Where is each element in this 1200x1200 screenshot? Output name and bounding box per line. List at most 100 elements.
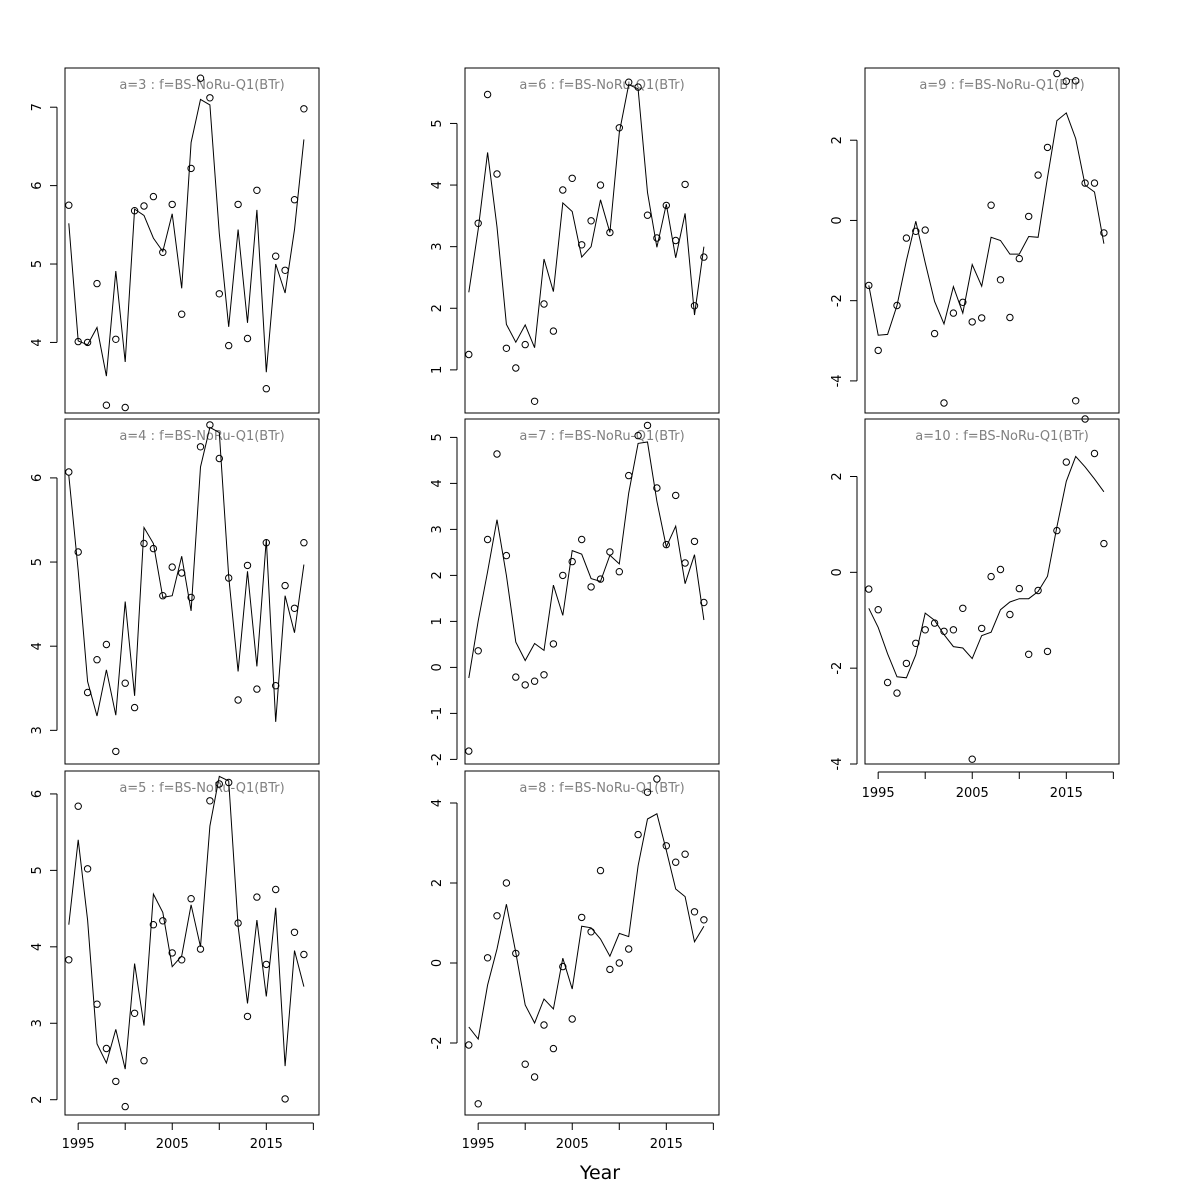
observed-point [93, 656, 101, 664]
y-tick-label: 7 [30, 103, 45, 111]
observed-point [690, 908, 699, 916]
observed-point [549, 640, 558, 648]
observed-point [102, 1044, 111, 1053]
observed-point [672, 491, 680, 500]
fitted-line [468, 441, 705, 679]
observed-point [243, 561, 252, 570]
observed-point [187, 164, 195, 173]
observed-point [1006, 610, 1014, 619]
y-tick-label: 0 [430, 663, 445, 671]
y-tick-label: 4 [30, 338, 45, 346]
observed-point [493, 912, 501, 920]
y-tick-label: 3 [430, 525, 445, 533]
panel-title: a=9 : f=BS-NoRu-Q1(BTr) [919, 78, 1084, 93]
observed-point [653, 484, 661, 492]
observed-point [130, 1009, 139, 1017]
observed-point [83, 688, 92, 697]
y-tick-label: 4 [30, 642, 45, 650]
observed-point [700, 253, 708, 261]
y-tick-label: 5 [430, 433, 445, 441]
observed-point [149, 921, 158, 929]
observed-point [1081, 415, 1089, 423]
observed-point [1072, 397, 1080, 405]
observed-point [196, 74, 205, 82]
observed-point [690, 537, 699, 546]
observed-point [921, 626, 929, 634]
observed-point [290, 928, 299, 936]
observed-point [700, 598, 708, 607]
observed-point [187, 593, 195, 602]
observed-point [700, 916, 708, 924]
observed-point [959, 604, 967, 612]
observed-point [262, 960, 270, 969]
observed-point [215, 454, 224, 463]
y-tick-label: 1 [430, 366, 445, 374]
observed-point [568, 557, 576, 566]
observed-point [1006, 313, 1014, 322]
observed-point [1053, 526, 1061, 535]
panel: a=3 : f=BS-NoRu-Q1(BTr) 4 5 6 7 [30, 67, 320, 414]
observed-point [940, 627, 948, 635]
observed-point [549, 1044, 558, 1053]
observed-point [1043, 143, 1052, 152]
observed-point [512, 949, 520, 958]
observed-point [83, 865, 92, 873]
observed-point [865, 281, 873, 290]
observed-point [253, 186, 261, 195]
observed-point [921, 226, 929, 234]
fitted-line [868, 112, 1105, 336]
observed-point [272, 682, 280, 690]
observed-point [483, 535, 492, 544]
observed-point [1043, 647, 1052, 656]
panel-title: a=3 : f=BS-NoRu-Q1(BTr) [119, 78, 284, 93]
observed-point [893, 689, 901, 697]
observed-point [596, 866, 605, 875]
y-tick-label: 2 [430, 304, 445, 312]
observed-point [493, 170, 501, 178]
y-tick-label: 6 [30, 790, 45, 798]
y-tick-label: 3 [430, 243, 445, 251]
observed-point [559, 962, 567, 971]
y-tick-label: 6 [30, 181, 45, 189]
observed-point [530, 1073, 539, 1081]
observed-point [234, 200, 242, 209]
plot-frame [864, 418, 1120, 765]
observed-point [578, 913, 586, 922]
observed-point [996, 565, 1005, 574]
observed-point [606, 228, 614, 237]
observed-point [912, 639, 920, 647]
observed-point [587, 583, 595, 591]
y-tick-label: 0 [830, 216, 845, 224]
fitted-line [868, 455, 1105, 679]
observed-point [521, 681, 529, 689]
observed-point [615, 959, 623, 967]
fitted-line [468, 813, 705, 1041]
observed-point [1025, 212, 1033, 221]
observed-point [587, 217, 595, 225]
observed-point [606, 548, 614, 556]
observed-point [225, 341, 233, 350]
observed-point [493, 450, 501, 458]
observed-point [643, 211, 652, 219]
y-tick-label: 4 [30, 943, 45, 951]
observed-point [978, 624, 986, 633]
y-tick-label: 3 [30, 726, 45, 734]
observed-point [234, 919, 242, 927]
observed-point [1034, 586, 1042, 595]
observed-point [149, 544, 158, 553]
observed-point [865, 585, 873, 593]
observed-point [634, 830, 642, 839]
observed-point [559, 571, 567, 580]
observed-point [930, 619, 939, 627]
observed-point [1100, 229, 1108, 237]
observed-point [549, 327, 558, 335]
panel: a=5 : f=BS-NoRu-Q1(BTr) 2 3 4 5 6 1995 2005 2015 [30, 770, 320, 1152]
observed-point [874, 606, 882, 614]
observed-point [465, 747, 473, 755]
observed-point [681, 180, 689, 189]
observed-point [112, 747, 120, 756]
observed-point [540, 1021, 548, 1029]
observed-point [225, 778, 233, 787]
panel: a=7 : f=BS-NoRu-Q1(BTr) -2 -1 0 1 2 3 4 5 [430, 418, 720, 766]
